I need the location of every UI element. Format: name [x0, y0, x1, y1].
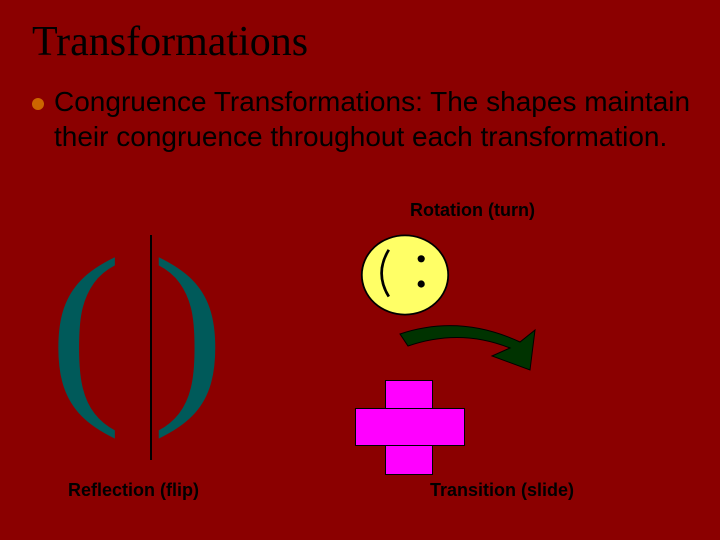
cross-fill: [386, 409, 432, 445]
slide-title: Transformations: [0, 0, 720, 66]
rotation-label: Rotation (turn): [410, 200, 535, 221]
reflection-shape-left: (: [49, 230, 122, 430]
bullet-row: Congruence Transformations: The shapes m…: [0, 66, 720, 154]
bullet-dot-icon: [32, 98, 44, 110]
reflection-shape-right: ): [152, 230, 225, 430]
bullet-text: Congruence Transformations: The shapes m…: [54, 84, 720, 154]
bullet-lead: Congruence Transformations:: [54, 86, 423, 117]
reflection-label: Reflection (flip): [68, 480, 199, 501]
cross-icon: [355, 380, 465, 475]
rotation-arrow-icon: [380, 322, 540, 377]
transition-label: Transition (slide): [430, 480, 574, 501]
smiley-icon: [360, 230, 450, 320]
